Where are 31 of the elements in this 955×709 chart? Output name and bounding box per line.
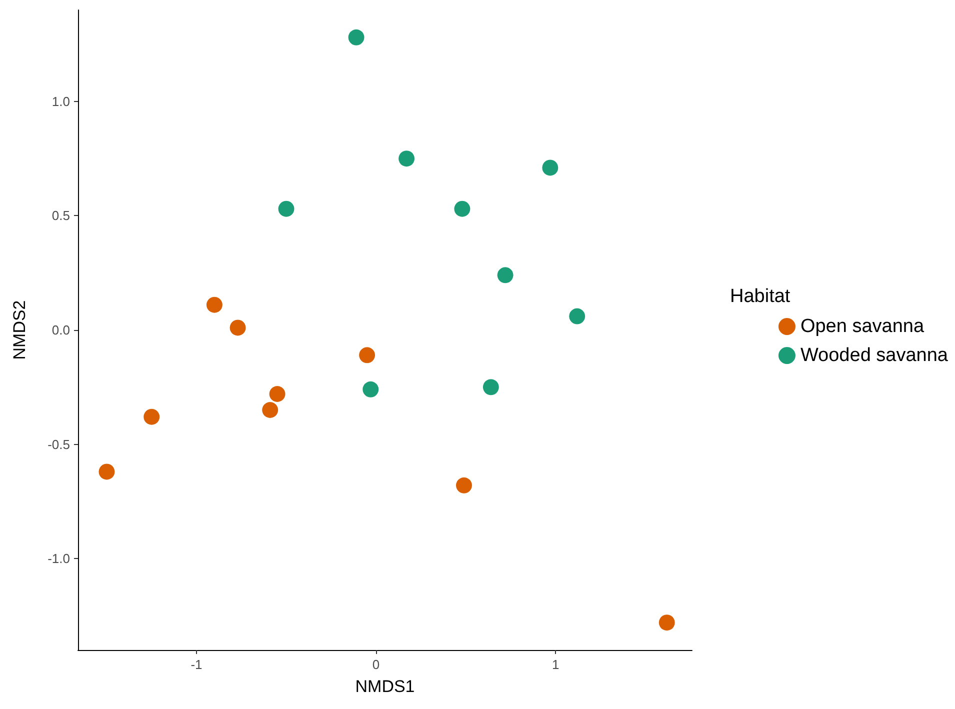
point	[348, 29, 364, 46]
y-tick-label: 1.0	[52, 94, 70, 109]
point	[359, 347, 376, 364]
point	[144, 408, 160, 425]
point	[206, 296, 222, 313]
point	[569, 308, 586, 324]
x-axis-title: NMDS1	[355, 677, 415, 696]
legend-title: Habitat	[730, 286, 791, 307]
point	[398, 150, 415, 167]
point	[454, 200, 470, 217]
point	[542, 160, 558, 176]
legend-label: Wooded savanna	[800, 345, 948, 366]
y-tick-label: -0.5	[48, 436, 70, 452]
y-tick-label: 0.0	[52, 322, 70, 338]
y-axis-title: NMDS2	[10, 300, 29, 360]
x-tick-label: 1	[552, 657, 560, 672]
point	[230, 320, 246, 336]
point	[497, 267, 514, 284]
point	[362, 381, 379, 398]
point	[98, 464, 115, 480]
legend-label: Open savanna	[800, 316, 924, 337]
x-tick-label: -1	[190, 657, 202, 672]
point	[658, 614, 675, 631]
y-tick-label: 0.5	[52, 208, 70, 224]
point	[262, 402, 278, 418]
point	[482, 379, 499, 396]
y-tick-label: -1.0	[48, 551, 70, 566]
point	[456, 477, 472, 494]
point	[278, 200, 294, 217]
point	[269, 386, 286, 402]
x-tick-label: 0	[372, 657, 380, 672]
